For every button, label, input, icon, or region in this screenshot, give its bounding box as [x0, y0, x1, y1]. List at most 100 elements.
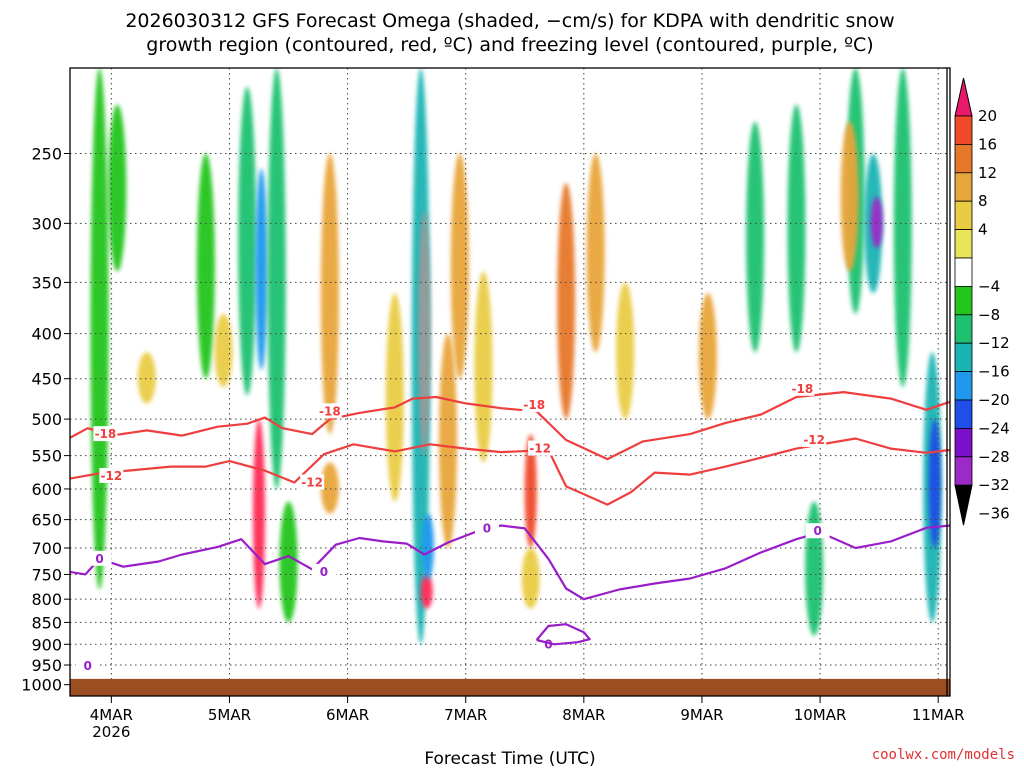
colorbar-label-11: −28 — [978, 448, 1010, 466]
chart-title-line-2: growth region (contoured, red, ºC) and f… — [146, 34, 873, 56]
colorbar-segment-1 — [954, 143, 973, 174]
omega-colorbar: 20 16 12 8 4 −4 −8 −12 −16 −20 −24 −28 −32 −36 — [954, 77, 1010, 526]
colorbar-segment-9 — [954, 371, 973, 401]
contour-label-bg-0-3 — [790, 380, 815, 396]
colorbar-label-4: 4 — [978, 221, 988, 239]
contour-label-1-3: -12 — [803, 433, 825, 447]
colorbar-segment-3 — [954, 200, 973, 230]
y-tick-label-400: 400 — [31, 325, 62, 344]
omega-cell-14 — [418, 210, 431, 456]
omega-cell-19 — [474, 271, 493, 463]
y-axis: 250 300 350 400 450 500 550 600 650 700 750 800 850 9… — [21, 144, 70, 695]
y-tick-label-950: 950 — [31, 656, 62, 675]
colorbar-segment-2 — [954, 172, 973, 202]
omega-cell-30 — [840, 121, 859, 272]
x-tick-label-8MAR: 8MAR — [562, 706, 605, 724]
omega-cell-5 — [238, 86, 257, 396]
omega-cell-35 — [928, 419, 941, 549]
y-tick-label-750: 750 — [31, 565, 62, 584]
omega-cell-7 — [255, 168, 268, 371]
contour-label-2-0: 0 — [95, 552, 103, 566]
ground-terrain — [70, 678, 950, 696]
y-tick-label-700: 700 — [31, 539, 62, 558]
colorbar-top-arrow — [954, 77, 973, 117]
omega-cell-24 — [616, 282, 635, 420]
omega-cell-3 — [196, 153, 215, 379]
y-tick-label-250: 250 — [31, 144, 62, 163]
omega-cell-18 — [450, 153, 469, 379]
contour-label-0-3: -18 — [792, 382, 814, 396]
omega-cell-9 — [279, 501, 298, 623]
omega-cell-23 — [586, 153, 605, 353]
colorbar-label-9: −20 — [978, 391, 1010, 409]
colorbar-segment-12 — [954, 456, 973, 486]
omega-cell-27 — [787, 104, 806, 353]
x-tick-label-7MAR: 7MAR — [444, 706, 487, 724]
y-tick-label-850: 850 — [31, 613, 62, 632]
contour-label-bg-0-2 — [522, 397, 547, 413]
y-tick-label-300: 300 — [31, 214, 62, 233]
omega-cell-32 — [870, 196, 883, 249]
contour-label-1-0: -12 — [100, 469, 122, 483]
contour-label-2-3: 0 — [814, 524, 822, 538]
y-tick-label-350: 350 — [31, 273, 62, 292]
omega-cell-0 — [90, 68, 109, 590]
y-tick-label-650: 650 — [31, 511, 62, 530]
omega-cell-15 — [420, 574, 433, 609]
plot-area: -18 -18 -18 -18 -12 -12 -12 -12 0 0 0 0 0 0 — [69, 67, 951, 697]
contour-label-2-1: 0 — [320, 565, 328, 579]
temperature-contours: -18 -18 -18 -18 -12 -12 -12 -12 0 0 0 0 0 0 — [70, 380, 950, 673]
omega-cell-4 — [214, 313, 233, 388]
colorbar-segment-11 — [954, 427, 973, 458]
omega-cell-8 — [267, 68, 286, 489]
colorbar-segment-0 — [954, 115, 973, 145]
contour-label-1-1: -12 — [301, 476, 323, 490]
omega-cell-17 — [438, 333, 457, 549]
contour-label-bg-1-0 — [99, 467, 124, 483]
contour-label-bg-0-0 — [93, 426, 118, 442]
colorbar-bottom-arrow — [954, 484, 973, 526]
contour-line-1 — [70, 437, 950, 506]
ground-fill — [70, 678, 950, 696]
contour-label-0-0: -18 — [95, 427, 117, 441]
contour-label-0-2: -18 — [523, 398, 545, 412]
y-tick-label-450: 450 — [31, 370, 62, 389]
omega-cell-26 — [746, 121, 765, 353]
colorbar-segment-6 — [954, 285, 973, 316]
contour-label-bg-2-1 — [311, 563, 336, 579]
y-tick-label-500: 500 — [31, 410, 62, 429]
omega-cell-12 — [385, 293, 404, 502]
omega-cell-10 — [320, 153, 339, 435]
omega-cell-1 — [108, 104, 127, 272]
colorbar-label-5: −4 — [978, 277, 1000, 295]
y-tick-label-600: 600 — [31, 480, 62, 499]
contour-label-bg-1-3 — [802, 431, 827, 447]
omega-cell-6 — [252, 419, 265, 609]
colorbar-label-2: 12 — [978, 164, 997, 182]
contour-label-0-1: -18 — [319, 404, 341, 418]
contour-line-3 — [535, 623, 591, 646]
colorbar-segment-5 — [954, 257, 973, 287]
omega-cell-2 — [137, 352, 156, 404]
omega-cell-25 — [698, 293, 717, 420]
contour-label-bg-2-5 — [75, 657, 100, 673]
x-axis-title: Forecast Time (UTC) — [424, 749, 595, 768]
omega-cell-22 — [557, 182, 576, 420]
colorbar-label-6: −8 — [978, 306, 1000, 324]
y-tick-label-550: 550 — [31, 447, 62, 466]
contour-label-2-4: 0 — [544, 637, 552, 651]
colorbar-label-12: −32 — [978, 476, 1010, 494]
x-tick-label-5MAR: 5MAR — [208, 706, 251, 724]
omega-cell-21 — [521, 548, 540, 609]
x-tick-label-10MAR: 10MAR — [794, 706, 847, 724]
colorbar-label-7: −12 — [978, 334, 1010, 352]
omega-cell-33 — [893, 68, 912, 388]
omega-cell-16 — [421, 513, 434, 580]
contour-label-bg-2-0 — [87, 550, 112, 566]
colorbar-segment-8 — [954, 342, 973, 373]
contour-label-bg-1-1 — [300, 474, 325, 490]
x-tick-label-11MAR: 11MAR — [912, 706, 965, 724]
contour-label-2-5: 0 — [84, 659, 92, 673]
